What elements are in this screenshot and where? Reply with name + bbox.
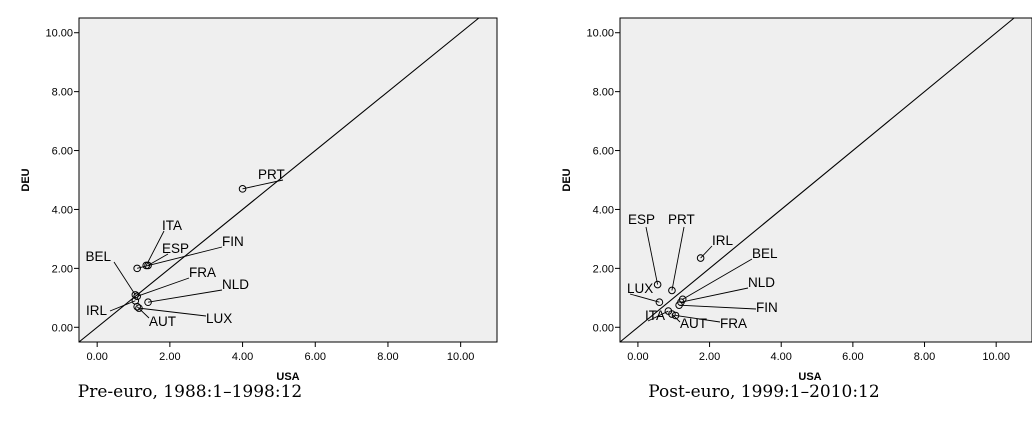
point-fin bbox=[133, 264, 141, 273]
label-prt: PRT bbox=[258, 167, 285, 182]
label-nld: NLD bbox=[222, 277, 249, 292]
y-tick-label: 8.00 bbox=[52, 87, 73, 99]
point-nld bbox=[144, 298, 152, 307]
leader-esp bbox=[147, 253, 169, 266]
x-tick-label: 8.00 bbox=[377, 351, 398, 363]
scatter-panel-post-euro: 0.00 2.00 4.00 6.00 8.00 10.00 0.00 2.00 4.00 6.0… bbox=[561, 17, 1032, 383]
y-tick-label: 2.00 bbox=[593, 263, 614, 275]
leader-irl bbox=[109, 300, 136, 312]
label-fra: FRA bbox=[189, 265, 216, 280]
label-ita: ITA bbox=[162, 218, 182, 233]
x-tick-label: 6.00 bbox=[305, 351, 326, 363]
label-fin: FIN bbox=[222, 234, 244, 249]
x-tick-label: 10.00 bbox=[447, 351, 475, 363]
reference-line bbox=[78, 17, 480, 343]
caption-post-euro: Post-euro, 1999:1–2010:12 bbox=[648, 382, 880, 402]
plot-area bbox=[620, 18, 1032, 342]
x-tick-label: 8.00 bbox=[914, 351, 935, 363]
leader-irl bbox=[700, 245, 713, 259]
scatter-panel-pre-euro: 0.00 2.00 4.00 6.00 8.00 10.00 0.00 2.00 4.00 6.0… bbox=[20, 17, 498, 383]
leader-fin bbox=[679, 304, 757, 310]
leader-nld bbox=[680, 287, 749, 303]
label-bel: BEL bbox=[752, 246, 778, 261]
x-tick-label: 6.00 bbox=[842, 351, 863, 363]
leader-prt bbox=[671, 226, 685, 291]
point-prt bbox=[668, 286, 676, 295]
reference-line bbox=[619, 17, 1015, 343]
leader-esp bbox=[645, 226, 659, 285]
point-aut bbox=[668, 310, 676, 318]
x-tick-label: 2.00 bbox=[159, 351, 180, 363]
point-aut bbox=[133, 302, 141, 311]
leader-bel bbox=[682, 258, 753, 300]
point-esp bbox=[653, 280, 662, 289]
y-axis-label: DEU bbox=[561, 168, 573, 191]
point-irl bbox=[696, 254, 705, 262]
y-tick-label: 2.00 bbox=[52, 263, 73, 275]
point-prt bbox=[238, 185, 247, 193]
y-tick-label: 8.00 bbox=[593, 87, 614, 99]
x-tick-label: 2.00 bbox=[699, 351, 720, 363]
x-tick-label: 4.00 bbox=[232, 351, 253, 363]
x-axis-label: USA bbox=[798, 371, 821, 383]
leader-fin bbox=[137, 246, 223, 269]
label-ita: ITA bbox=[645, 308, 665, 323]
y-tick-label: 10.00 bbox=[45, 28, 73, 40]
leader-prt bbox=[242, 179, 284, 190]
point-lux bbox=[655, 298, 664, 307]
plot-frame bbox=[619, 17, 1032, 343]
x-axis-label: USA bbox=[276, 371, 299, 383]
label-bel: BEL bbox=[85, 249, 111, 264]
point-esp bbox=[144, 261, 152, 270]
y-tick-label: 0.00 bbox=[593, 322, 614, 334]
label-irl: IRL bbox=[712, 233, 734, 248]
y-axis-label: DEU bbox=[20, 168, 32, 191]
label-nld: NLD bbox=[748, 275, 775, 290]
label-aut: AUT bbox=[680, 316, 707, 331]
label-lux: LUX bbox=[206, 311, 232, 326]
leader-bel bbox=[113, 261, 136, 296]
point-fra bbox=[671, 311, 680, 320]
label-fin: FIN bbox=[756, 300, 778, 315]
label-irl: IRL bbox=[86, 303, 108, 318]
label-fra: FRA bbox=[720, 316, 747, 331]
label-aut: AUT bbox=[149, 314, 176, 329]
y-tick-label: 6.00 bbox=[52, 146, 73, 158]
point-fra bbox=[133, 292, 141, 301]
label-lux: LUX bbox=[627, 281, 653, 296]
label-prt: PRT bbox=[668, 212, 695, 227]
x-tick-label: 4.00 bbox=[771, 351, 792, 363]
x-tick-label: 0.00 bbox=[86, 351, 107, 363]
y-tick-label: 4.00 bbox=[52, 204, 73, 216]
y-tick-label: 10.00 bbox=[586, 28, 614, 40]
leader-fra bbox=[675, 315, 721, 323]
leader-ita bbox=[145, 230, 165, 266]
plot-area bbox=[79, 18, 497, 342]
y-tick-label: 4.00 bbox=[593, 204, 614, 216]
leader-lux bbox=[138, 307, 207, 317]
label-esp: ESP bbox=[162, 241, 189, 256]
leader-nld bbox=[147, 289, 223, 303]
y-tick-label: 0.00 bbox=[52, 322, 73, 334]
y-tick-label: 6.00 bbox=[593, 146, 614, 158]
x-tick-label: 0.00 bbox=[627, 351, 648, 363]
caption-pre-euro: Pre-euro, 1988:1–1998:12 bbox=[77, 382, 303, 402]
leader-aut bbox=[671, 313, 681, 323]
leader-fra bbox=[137, 277, 190, 297]
plot-frame bbox=[78, 17, 498, 343]
leader-lux bbox=[629, 293, 660, 303]
point-bel bbox=[131, 291, 140, 299]
leader-ita bbox=[647, 310, 669, 322]
label-esp: ESP bbox=[628, 212, 655, 227]
x-tick-label: 10.00 bbox=[982, 351, 1010, 363]
